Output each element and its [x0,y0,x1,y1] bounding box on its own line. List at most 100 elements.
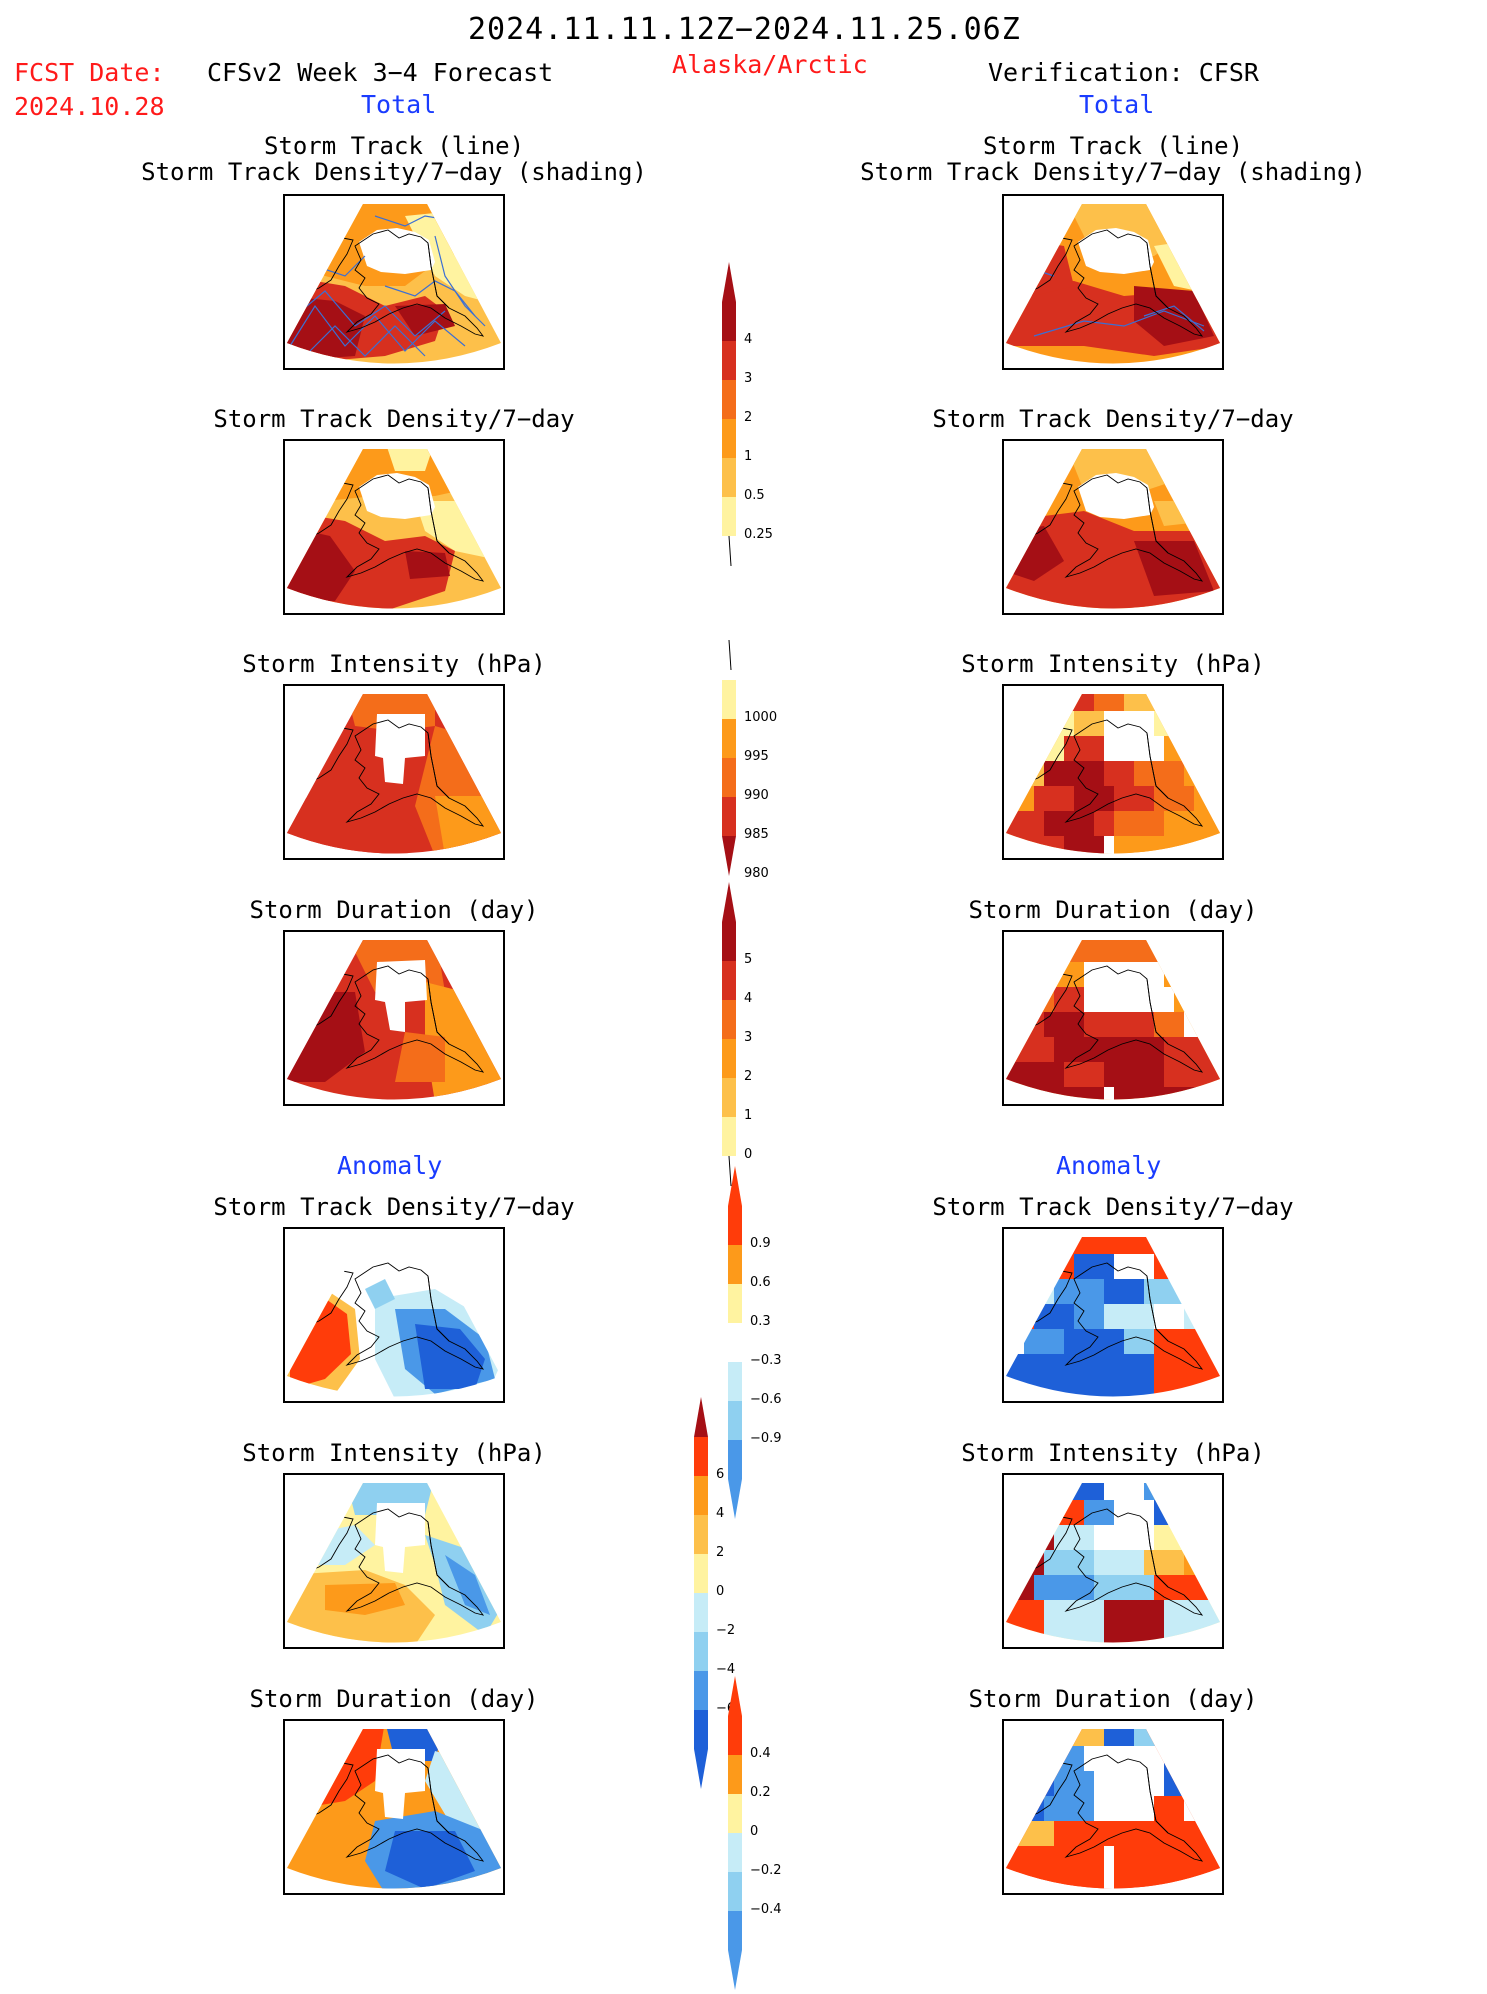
map-cell [1006,987,1054,1012]
map-cell [1006,1087,1104,1100]
map-contour [405,551,450,579]
map-cell [1104,736,1164,761]
right-intensity-title: Storm Intensity (hPa) [961,650,1265,678]
colorbar-tick-label: −0.6 [750,1392,782,1407]
map-cell [1114,1254,1154,1279]
map-cell [1074,1304,1104,1329]
map-cell [1104,1483,1144,1500]
colorbar-segment [728,1401,742,1440]
left-density-map [283,439,505,615]
anom-density-colorbar: 0.9 0.6 0.3 −0.3 −0.6 −0.9 [726,1166,796,1519]
map-cell [1044,1796,1094,1821]
anom-intensity-colorbar: 6 4 2 0 −2 −4 −6 [692,1397,762,1789]
map-contour [375,714,425,784]
colorbar-tick-label: 2 [744,1069,753,1084]
map-cell [1104,761,1134,786]
map-cell [1006,1304,1034,1329]
colorbar-tick-label: 985 [744,827,769,842]
map-contour [359,473,435,519]
colorbar-segment [694,1515,708,1554]
map-contour [1134,286,1214,346]
colorbar-tick-label: 1 [744,449,753,464]
map-cell [1084,1746,1164,1771]
right-intensity-map [1002,684,1224,860]
map-cell [1064,836,1104,854]
map-contour [287,796,425,854]
map-cell [1044,1600,1104,1643]
alaska-coastline [345,1262,485,1370]
colorbar-segment [722,380,736,419]
colorbar-line-end [728,639,732,671]
map-cell [1006,1012,1044,1037]
map-cell [1006,811,1044,836]
map-cell [1104,1729,1134,1746]
colorbar-tick-label: 995 [744,749,769,764]
canada-border [427,1767,450,1834]
alaska-coastline [1064,474,1204,582]
map-cell [1014,1771,1054,1796]
map-cell [1104,1279,1144,1304]
map-cell [1154,1525,1204,1550]
map-contour [385,1831,475,1889]
colorbar-tick-label: 0.4 [750,1746,771,1761]
map-cell [1154,711,1184,736]
map-cell [1134,1729,1164,1746]
storm-track-line [1033,310,1205,337]
storm-track-line [384,280,476,317]
right-track-shading-title: Storm Track Density/7−day (shading) [860,158,1366,186]
map-cell [1144,1483,1174,1500]
map-contour [325,1583,405,1615]
map-cell [1044,1550,1094,1575]
map-cell [1184,711,1220,736]
left-intensity-map [283,684,505,860]
colorbar-segment [722,1078,736,1117]
colorbar-segment [728,1362,742,1401]
colorbar-segment [722,797,736,836]
colorbar-segment [722,961,736,1000]
map-cell [1006,786,1034,811]
map-cell [1184,1796,1220,1821]
map-cell [1134,761,1184,786]
alaska-coastline [1064,719,1204,827]
map-cell [1104,1846,1114,1889]
colorbar-tick-label: 0 [750,1824,759,1839]
canada-border [1146,732,1169,799]
canada-border [1146,242,1169,309]
map-contour [395,304,455,336]
colorbar-tick-label: 2 [744,410,753,425]
map-contour [395,1032,445,1082]
colorbar-tick-label: −4 [716,1662,736,1677]
right-duration-title: Storm Duration (day) [968,896,1258,924]
alaska-coastline [345,719,485,827]
colorbar-tick-label: 0.6 [750,1275,771,1290]
map-cell [1164,962,1194,987]
colorbar-segment [722,458,736,497]
colorbar-line-end [728,1155,732,1187]
alaska-coastline [345,965,485,1073]
colorbar-tick-label: 2 [716,1545,725,1560]
colorbar-segment [694,1554,708,1593]
map-cell [1114,811,1164,836]
alaska-coastline [345,1754,485,1862]
map-contour [435,796,501,854]
colorbar-arrow [694,1749,708,1789]
colorbar-segment [722,1117,736,1156]
colorbar-arrow [722,836,736,876]
map-cell [1064,1237,1164,1254]
colorbar-tick-label: 4 [744,332,753,347]
colorbar-tick-label: 0 [716,1584,725,1599]
colorbar-tick-label: 4 [716,1506,725,1521]
left-anomaly-label: Anomaly [337,1151,443,1180]
map-cell [1154,1354,1220,1397]
canada-border [427,487,450,554]
map-cell [1184,1304,1220,1329]
map-contour [287,296,365,361]
map-cell [1044,1500,1084,1525]
map-cell [1054,1821,1220,1846]
colorbar-tick-label: 0.5 [744,488,765,503]
alaska-coastline [1064,229,1204,337]
fcst-date-label: FCST Date: [14,58,165,87]
map-cell [1034,1575,1094,1600]
map-cell [1114,1087,1220,1100]
colorbar-arrow [728,1676,742,1716]
